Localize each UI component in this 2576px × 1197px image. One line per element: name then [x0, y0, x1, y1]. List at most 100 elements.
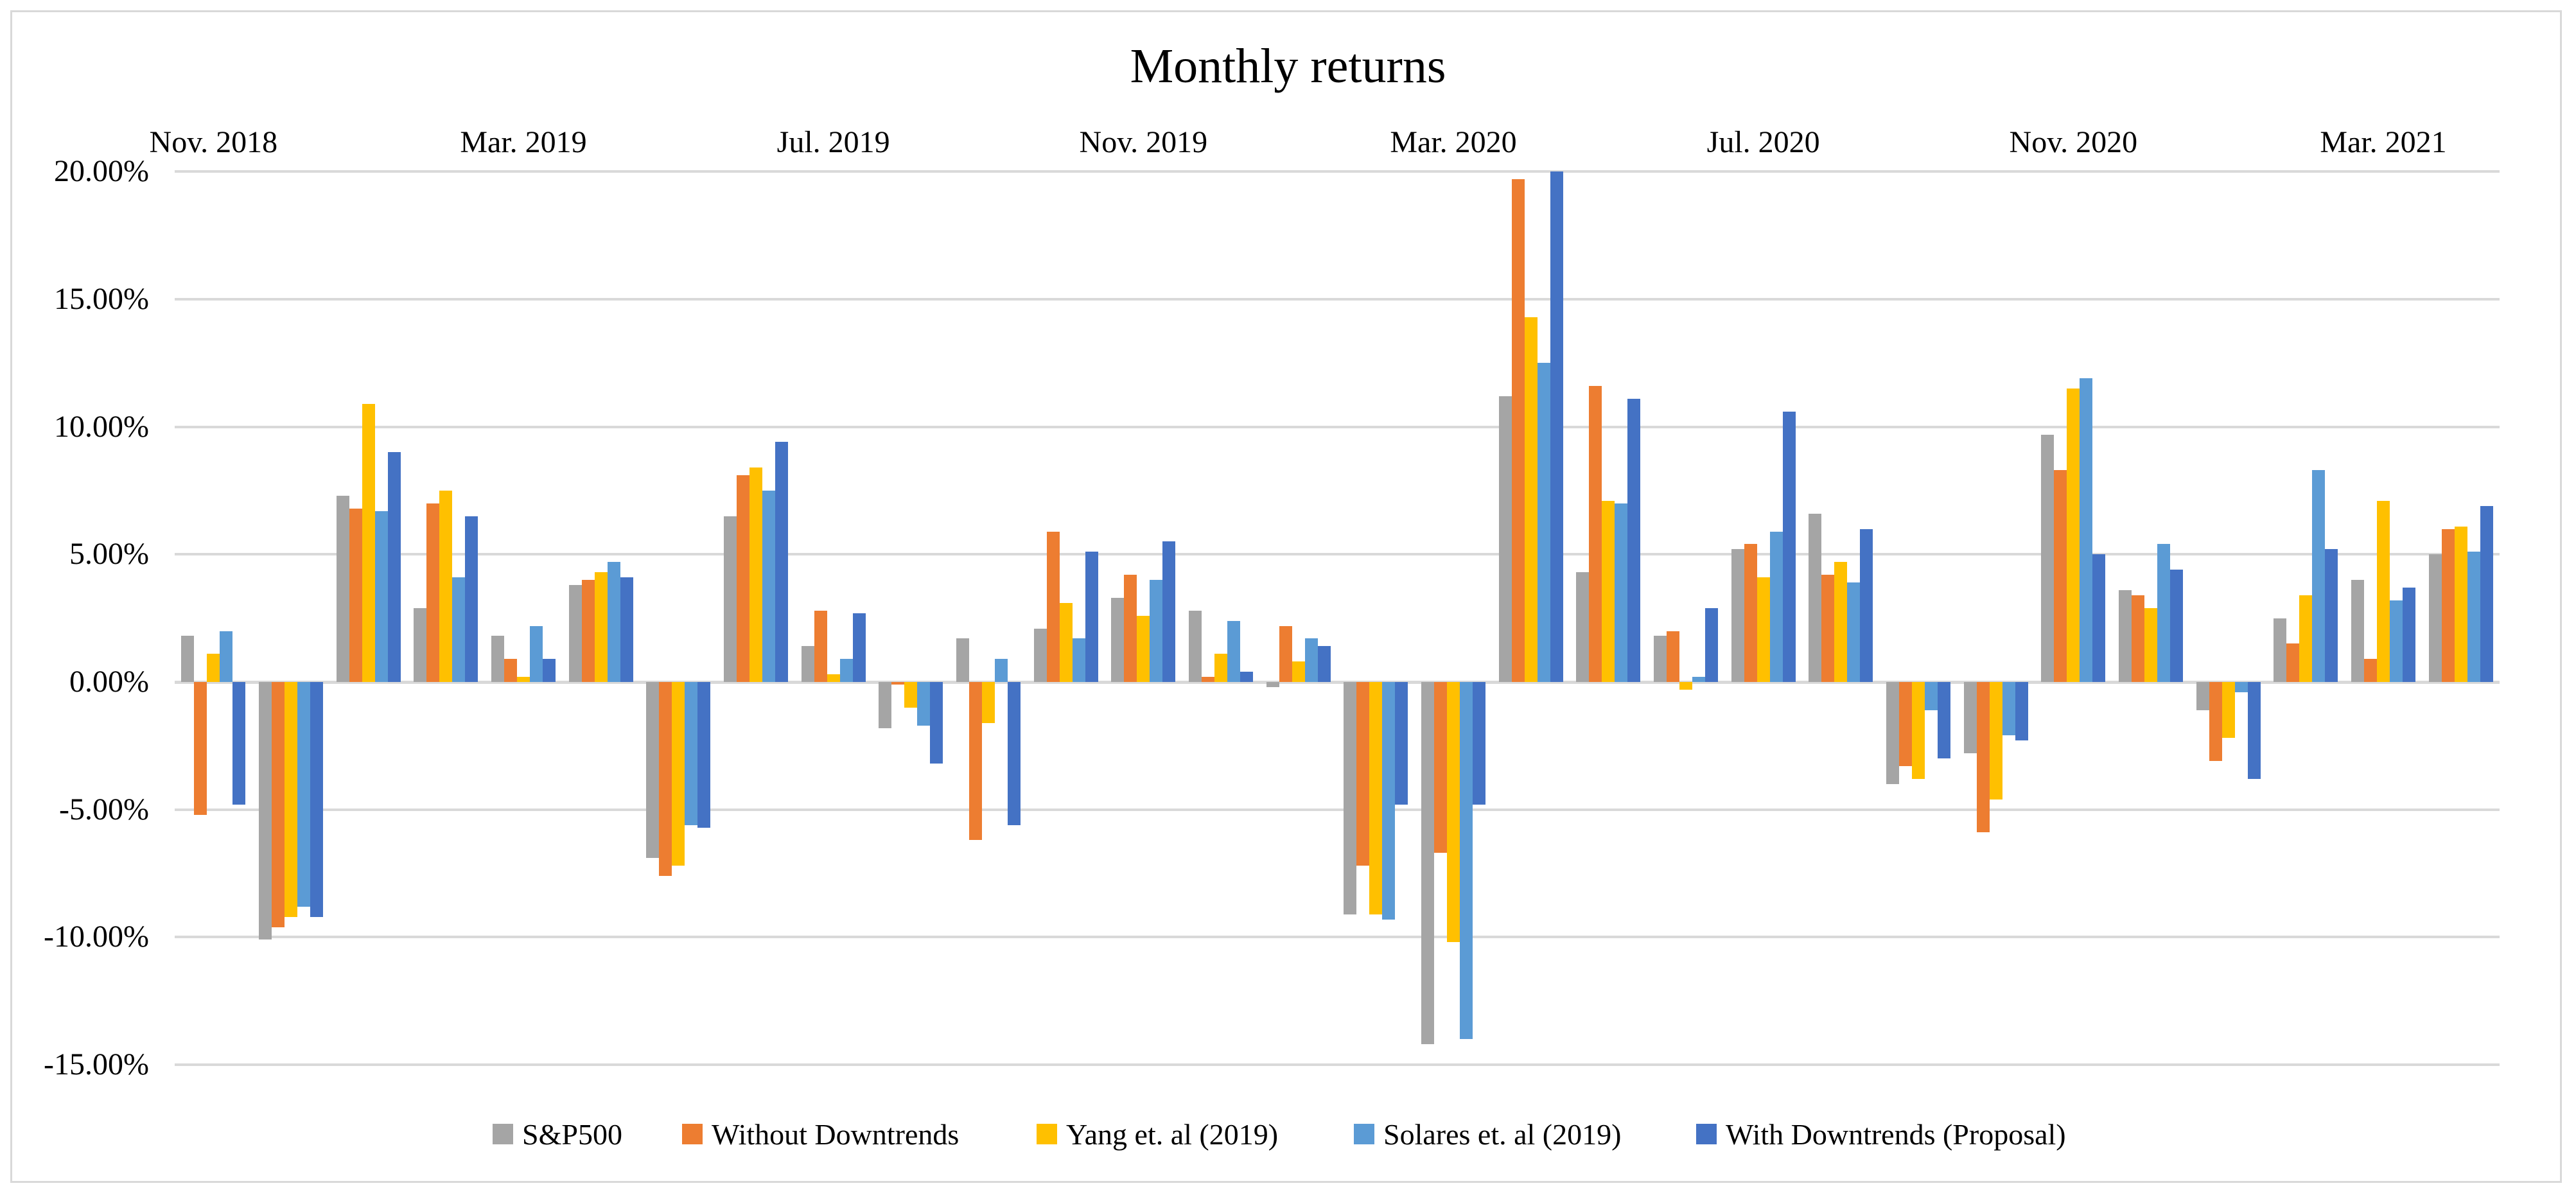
bar-s-p500 [879, 682, 892, 728]
legend-swatch-5 [1696, 1124, 1717, 1144]
bar-without-downtrends [426, 503, 440, 682]
bar-with-downtrends-proposal- [1938, 682, 1950, 759]
x-axis-tick-label: Mar. 2021 [2320, 125, 2447, 159]
bar-yang-et-al-2019- [2454, 526, 2467, 682]
bar-s-p500 [2196, 682, 2209, 710]
bar-yang-et-al-2019- [1447, 682, 1460, 943]
bar-s-p500 [568, 584, 582, 682]
bar-yang-et-al-2019- [2067, 388, 2080, 682]
bar-without-downtrends [1589, 386, 1602, 682]
bar-s-p500 [646, 682, 660, 859]
chart-border [10, 10, 2562, 1183]
bar-solares-et-al-2019- [297, 682, 310, 907]
bar-without-downtrends [2054, 470, 2067, 682]
bar-without-downtrends [1434, 682, 1447, 853]
bar-solares-et-al-2019- [685, 682, 698, 825]
bar-without-downtrends [659, 682, 672, 877]
bar-solares-et-al-2019- [2234, 682, 2248, 692]
bar-yang-et-al-2019- [2377, 500, 2390, 682]
bar-solares-et-al-2019- [917, 682, 931, 726]
bar-s-p500 [801, 646, 814, 682]
legend-swatch-3 [1037, 1124, 1057, 1144]
bar-without-downtrends [969, 682, 982, 841]
bar-with-downtrends-proposal- [1860, 529, 1873, 682]
bar-yang-et-al-2019- [1137, 615, 1150, 682]
bar-yang-et-al-2019- [1989, 682, 2002, 799]
legend-item: S&P500 [493, 1117, 622, 1151]
bar-with-downtrends-proposal- [1162, 541, 1176, 682]
legend-item: Solares et. al (2019) [1354, 1118, 1621, 1151]
bar-solares-et-al-2019- [2312, 470, 2326, 682]
bar-solares-et-al-2019- [1925, 682, 1938, 710]
bar-without-downtrends [1279, 625, 1292, 682]
bar-with-downtrends-proposal- [1705, 607, 1718, 682]
bar-solares-et-al-2019- [995, 659, 1008, 682]
bar-with-downtrends-proposal- [1317, 646, 1331, 682]
y-axis-tick-label: 5.00% [69, 537, 149, 572]
chart-title: Monthly returns [1130, 39, 1446, 93]
bar-s-p500 [1731, 549, 1744, 682]
bar-with-downtrends-proposal- [232, 682, 246, 805]
bar-s-p500 [956, 638, 969, 682]
bar-with-downtrends-proposal- [1085, 552, 1098, 682]
bar-solares-et-al-2019- [1692, 677, 1705, 682]
bar-with-downtrends-proposal- [2403, 587, 2415, 682]
bar-without-downtrends [891, 682, 905, 685]
bar-yang-et-al-2019- [1059, 602, 1073, 682]
legend-swatch-4 [1354, 1124, 1374, 1144]
bar-s-p500 [336, 495, 349, 682]
y-axis-tick-label: 0.00% [69, 665, 149, 699]
bar-solares-et-al-2019- [839, 659, 853, 682]
bar-with-downtrends-proposal- [930, 682, 943, 764]
y-axis-tick-label: -10.00% [44, 920, 149, 954]
bar-without-downtrends [349, 508, 362, 682]
bar-s-p500 [1654, 636, 1667, 682]
bar-without-downtrends [2132, 595, 2144, 682]
bar-without-downtrends [581, 580, 595, 682]
bar-with-downtrends-proposal- [1550, 171, 1563, 682]
bar-s-p500 [2351, 580, 2364, 682]
bar-solares-et-al-2019- [530, 625, 543, 682]
legend-item: With Downtrends (Proposal) [1696, 1117, 2066, 1151]
bar-s-p500 [2274, 618, 2287, 682]
legend-label: With Downtrends (Proposal) [1726, 1117, 2066, 1151]
gridline [175, 936, 2500, 939]
bar-with-downtrends-proposal- [387, 452, 401, 682]
bar-s-p500 [2041, 434, 2055, 682]
bar-yang-et-al-2019- [1524, 317, 1538, 682]
y-axis-tick-label: 20.00% [54, 154, 149, 189]
gridline [175, 1063, 2500, 1067]
bar-without-downtrends [504, 659, 517, 682]
bar-yang-et-al-2019- [285, 682, 297, 917]
bar-with-downtrends-proposal- [775, 442, 788, 682]
y-axis-tick-label: -5.00% [59, 792, 149, 826]
legend-label: S&P500 [522, 1117, 622, 1151]
bar-s-p500 [2428, 554, 2442, 682]
bar-without-downtrends [2441, 529, 2455, 682]
gridline [175, 553, 2500, 556]
x-axis-tick-label: Jul. 2019 [776, 125, 890, 159]
bar-with-downtrends-proposal- [697, 682, 711, 828]
bar-solares-et-al-2019- [1304, 638, 1318, 682]
bar-s-p500 [1963, 682, 1977, 754]
bar-solares-et-al-2019- [1072, 638, 1085, 682]
bar-without-downtrends [1046, 531, 1060, 682]
x-axis-tick-label: Jul. 2020 [1706, 125, 1820, 159]
bar-without-downtrends [737, 475, 749, 682]
bar-with-downtrends-proposal- [2092, 554, 2106, 682]
bar-yang-et-al-2019- [2299, 595, 2313, 682]
bar-yang-et-al-2019- [982, 682, 995, 723]
x-axis-tick-label: Nov. 2018 [149, 125, 278, 159]
bar-solares-et-al-2019- [1537, 363, 1550, 682]
bar-s-p500 [259, 682, 272, 940]
bar-solares-et-al-2019- [452, 577, 466, 682]
bar-solares-et-al-2019- [607, 562, 620, 682]
bar-with-downtrends-proposal- [2480, 505, 2493, 682]
bar-without-downtrends [1899, 682, 1912, 767]
x-axis-tick-label: Mar. 2019 [460, 125, 587, 159]
legend-item: Yang et. al (2019) [1037, 1118, 1278, 1151]
bar-with-downtrends-proposal- [465, 516, 478, 682]
y-axis-tick-label: 10.00% [54, 409, 149, 444]
gridline [175, 297, 2500, 301]
bar-yang-et-al-2019- [1912, 682, 1925, 779]
